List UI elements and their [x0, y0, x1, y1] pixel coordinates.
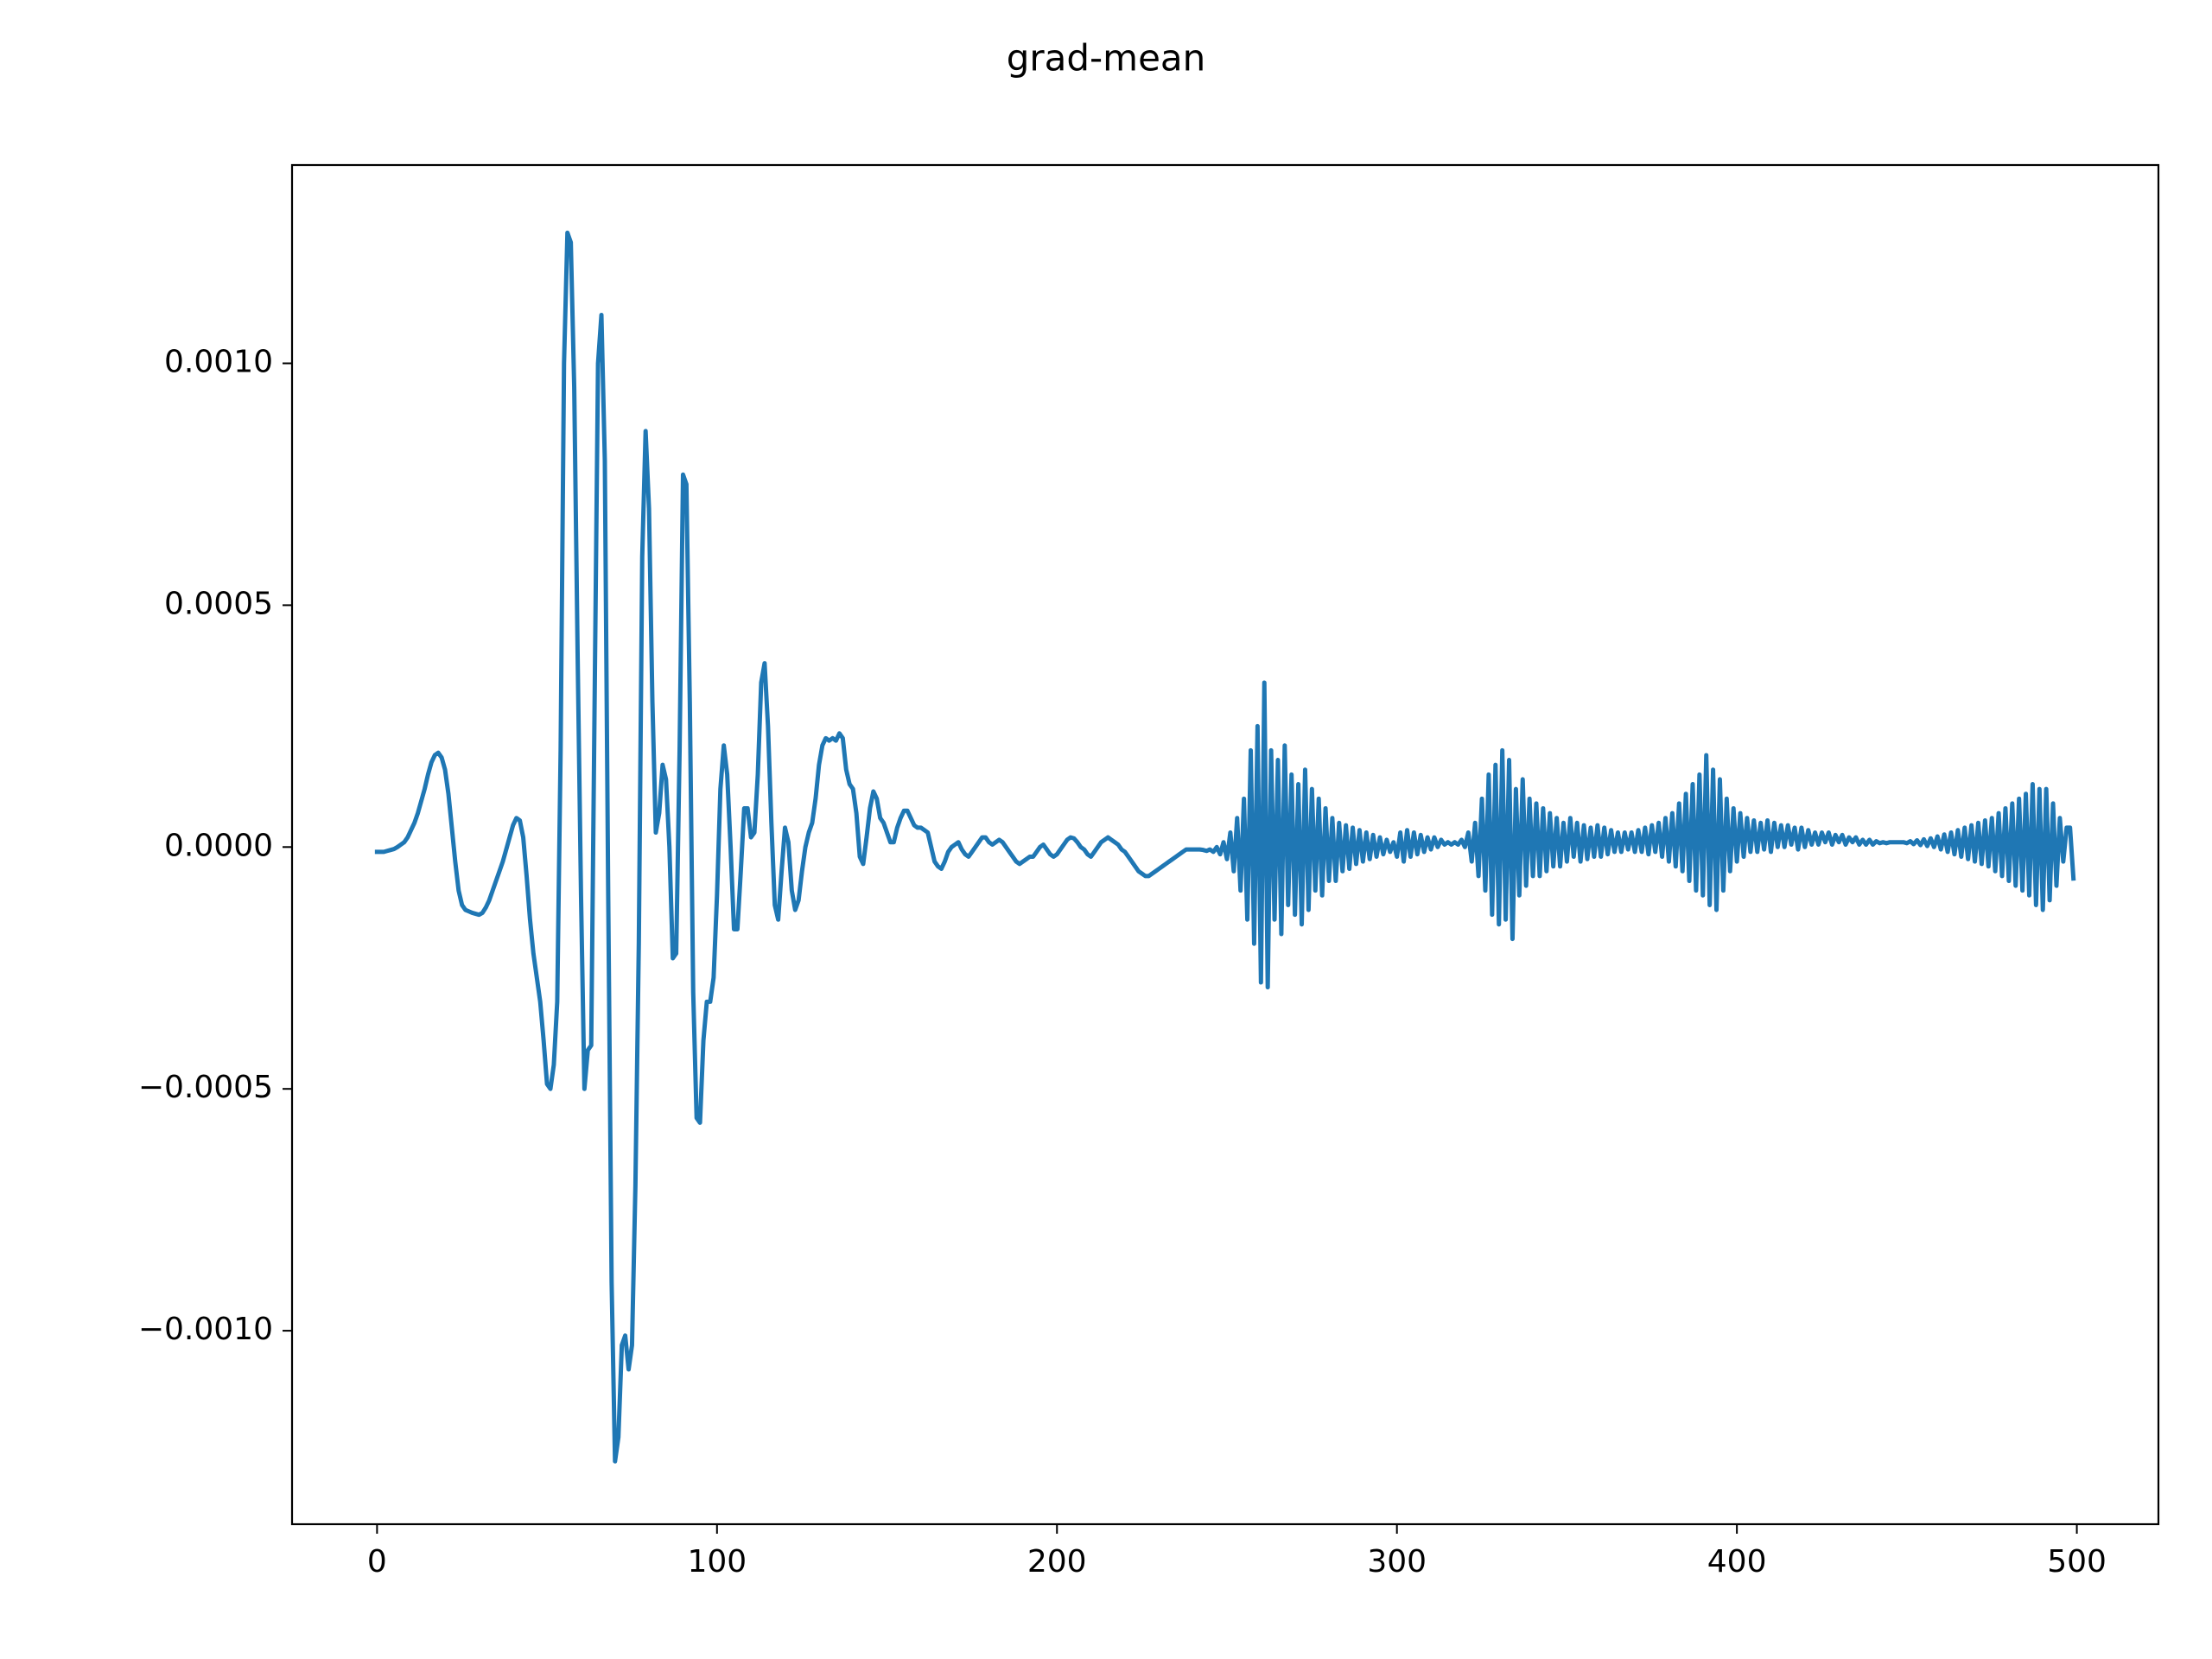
y-tick-label: −0.0010 [138, 1312, 273, 1347]
y-tick-label: 0.0010 [164, 345, 273, 380]
x-tick-label: 300 [1367, 1544, 1427, 1580]
data-line [374, 230, 2076, 1464]
x-tick-label: 500 [2047, 1544, 2107, 1580]
chart-title: grad-mean [1007, 37, 1206, 79]
x-tick-label: 400 [1707, 1544, 1767, 1580]
plot-frame [290, 163, 2160, 1526]
y-tick-label: 0.0005 [164, 586, 273, 621]
y-tick-label: 0.0000 [164, 828, 273, 863]
x-tick-label: 0 [367, 1544, 387, 1580]
y-tick-label: −0.0005 [138, 1070, 273, 1105]
x-tick-label: 100 [687, 1544, 747, 1580]
x-tick-label: 200 [1027, 1544, 1087, 1580]
